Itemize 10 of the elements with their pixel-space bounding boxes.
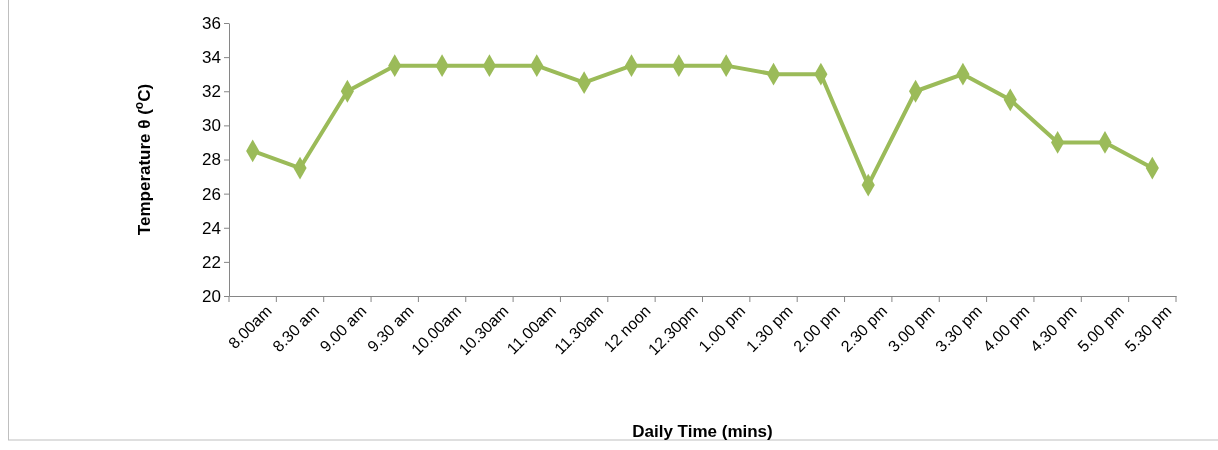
y-tick-label: 36 [202, 13, 221, 33]
y-tick-label: 20 [202, 286, 221, 306]
y-tick-label: 22 [202, 252, 221, 272]
x-axis-title: Daily Time (mins) [632, 422, 773, 441]
y-tick-label: 32 [202, 82, 221, 102]
y-tick-label: 24 [202, 218, 221, 238]
y-tick-label: 26 [202, 184, 221, 204]
y-tick-label: 34 [202, 48, 221, 68]
y-tick-label: 30 [202, 116, 221, 136]
y-tick-label: 28 [202, 150, 221, 170]
